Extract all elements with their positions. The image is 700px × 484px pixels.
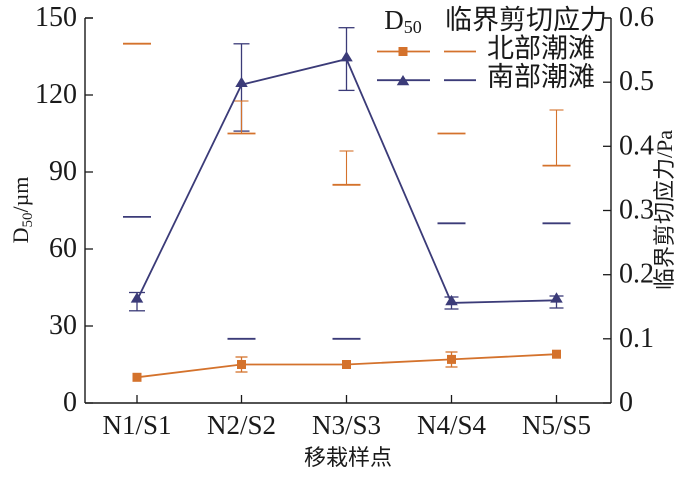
svg-text:临界剪切应力/Pa: 临界剪切应力/Pa bbox=[652, 130, 677, 290]
svg-text:南部潮滩: 南部潮滩 bbox=[487, 62, 595, 92]
svg-text:0: 0 bbox=[63, 387, 77, 418]
svg-text:0.5: 0.5 bbox=[619, 66, 654, 97]
svg-text:0.2: 0.2 bbox=[619, 259, 654, 290]
svg-text:北部潮滩: 北部潮滩 bbox=[487, 34, 595, 64]
svg-text:90: 90 bbox=[49, 156, 77, 187]
svg-text:N3/S3: N3/S3 bbox=[312, 410, 381, 440]
svg-text:0.6: 0.6 bbox=[619, 2, 654, 33]
svg-text:0: 0 bbox=[619, 387, 633, 418]
svg-text:30: 30 bbox=[49, 310, 77, 341]
svg-text:N2/S2: N2/S2 bbox=[207, 410, 276, 440]
svg-text:60: 60 bbox=[49, 233, 77, 264]
svg-text:D50/µm: D50/µm bbox=[8, 177, 36, 244]
svg-text:0.3: 0.3 bbox=[619, 195, 654, 226]
svg-text:N5/S5: N5/S5 bbox=[522, 410, 591, 440]
svg-text:N4/S4: N4/S4 bbox=[417, 410, 487, 440]
svg-text:移栽样点: 移栽样点 bbox=[304, 445, 392, 470]
svg-text:临界剪切应力: 临界剪切应力 bbox=[445, 5, 607, 35]
svg-text:N1/S1: N1/S1 bbox=[102, 410, 171, 440]
svg-text:0.4: 0.4 bbox=[619, 130, 654, 161]
svg-text:0.1: 0.1 bbox=[619, 323, 654, 354]
svg-text:120: 120 bbox=[35, 79, 77, 110]
svg-text:150: 150 bbox=[35, 2, 77, 33]
